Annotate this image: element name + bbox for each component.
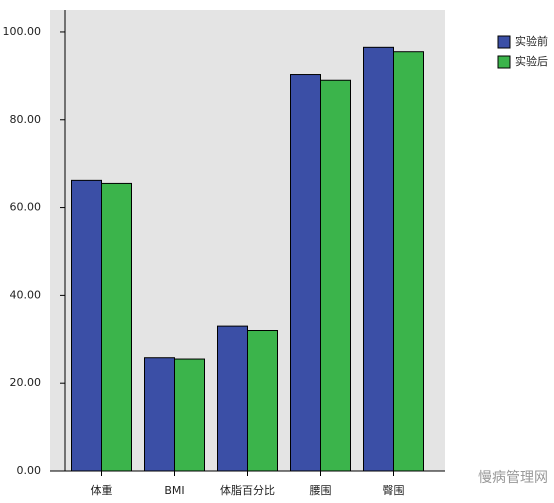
y-tick-label: 60.00 xyxy=(10,201,42,214)
bar xyxy=(363,46,394,472)
bar xyxy=(174,358,205,472)
bar xyxy=(393,51,424,472)
x-tick-label: BMI xyxy=(164,484,184,497)
bar xyxy=(247,330,278,472)
y-tick-label: 80.00 xyxy=(10,113,42,126)
x-tick-label: 体脂百分比 xyxy=(220,483,275,497)
y-tick-label: 20.00 xyxy=(10,376,42,389)
x-tick-label: 体重 xyxy=(91,483,113,497)
y-tick-label: 0.00 xyxy=(17,464,42,477)
bar xyxy=(217,325,248,472)
legend-swatch xyxy=(497,55,511,69)
x-tick-label: 臀围 xyxy=(383,484,405,497)
legend-label: 实验后 xyxy=(515,54,548,68)
legend-swatch xyxy=(497,35,511,49)
y-tick-label: 100.00 xyxy=(3,25,42,38)
legend-label: 实验前 xyxy=(515,34,548,48)
y-tick-label: 40.00 xyxy=(10,288,42,301)
x-tick-label: 腰围 xyxy=(310,484,332,497)
bar xyxy=(320,79,351,472)
bar xyxy=(290,74,321,472)
bar xyxy=(71,179,102,472)
bar xyxy=(144,357,175,472)
bar xyxy=(101,182,132,472)
watermark: 慢病管理网 xyxy=(478,469,548,486)
